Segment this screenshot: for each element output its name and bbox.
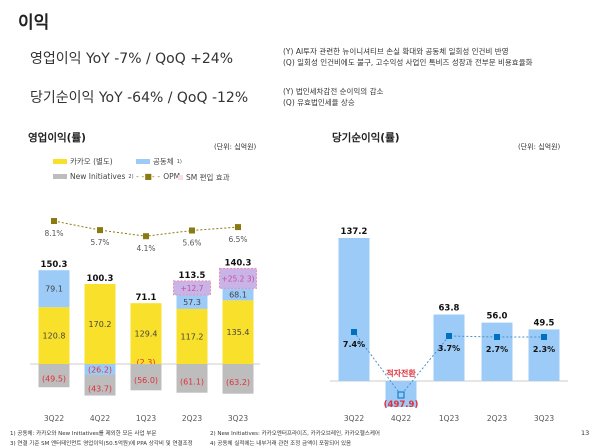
bar-kakao (38, 307, 70, 364)
label-sm-effect: +25.2 3) (221, 274, 254, 283)
label-net-income: (497.9) (384, 400, 419, 410)
bar-sm-effect (219, 267, 257, 289)
opm-label: 5.6% (182, 239, 201, 248)
label-net-income: 49.5 (534, 318, 555, 328)
bar-affiliates (176, 294, 208, 309)
opm-label: 6.5% (228, 235, 247, 244)
label-kakao: 117.2 (181, 332, 204, 341)
legend-affiliates: 공동체 1) (136, 156, 182, 167)
margin-marker (446, 333, 452, 339)
x-tick-label: 3Q22 (44, 414, 64, 423)
footnote: 2) New Initiatives: 카카오엔터프라이즈, 카카오브레인, 카… (210, 431, 380, 437)
op-chart-title: 영업이익(률) (28, 132, 86, 144)
ni-chart-unit: (단위: 십억원) (518, 143, 561, 151)
label-new-initiatives: (56.0) (134, 376, 158, 385)
opm-marker (97, 227, 103, 234)
x-tick-label: 1Q23 (136, 414, 156, 423)
headline-note: (Y) AI투자 관련한 뉴이니셔티브 손실 확대와 공동체 일회성 인건비 반… (283, 47, 509, 56)
label-kakao: 135.4 (227, 328, 250, 337)
x-tick-label: 4Q22 (90, 414, 110, 423)
legend-new-initiatives: New Initiatives 2) (53, 172, 134, 181)
opm-label: 4.1% (136, 244, 155, 253)
x-tick-label: 4Q22 (391, 414, 411, 423)
label-kakao: 129.4 (135, 330, 158, 339)
label-affiliates: 68.1 (229, 290, 247, 299)
bar-net-income (338, 238, 370, 381)
label-total: 71.1 (136, 293, 157, 303)
bar-new-initiatives (176, 364, 208, 393)
margin-marker (494, 334, 500, 340)
bar-net-income (433, 314, 465, 381)
label-new-initiatives: (43.7) (88, 384, 112, 393)
label-net-income: 56.0 (487, 312, 508, 322)
bar-new-initiatives (38, 364, 70, 388)
opm-marker (51, 218, 57, 224)
bar-kakao (222, 300, 254, 364)
opm-marker (143, 233, 149, 240)
page-title: 이익 (18, 13, 50, 33)
label-new-initiatives: (61.1) (180, 377, 204, 386)
footnote: 4) 공동체 실적에는 내부거래 관련 조정 금액이 포함되어 있음 (210, 441, 352, 447)
bar-sm-effect (173, 280, 211, 296)
legend-kakao: 카카오 (별도) (53, 156, 113, 167)
label-total: 113.5 (179, 271, 206, 281)
label-new-initiatives: (63.2) (226, 378, 250, 387)
label-affiliates: 79.1 (45, 285, 63, 294)
op-chart-unit: (단위: 십억원) (214, 143, 257, 151)
margin-marker (541, 334, 547, 340)
margin-label: 7.4% (343, 340, 365, 349)
label-net-income: 137.2 (341, 227, 368, 237)
x-tick-label: 1Q23 (439, 414, 459, 423)
label-affiliates: (26.2) (88, 366, 112, 375)
x-tick-label: 2Q23 (182, 414, 202, 423)
x-tick-label: 2Q23 (487, 414, 507, 423)
label-sm-effect: +12.7 (181, 284, 204, 293)
page-number: 13 (581, 429, 590, 437)
margin-marker (397, 391, 405, 399)
bar-new-initiatives (84, 375, 116, 396)
opm-label: 8.1% (44, 229, 63, 238)
margin-line (353, 331, 544, 396)
bar-net-income (481, 322, 513, 381)
x-tick-label: 3Q23 (534, 414, 554, 423)
opm-marker (189, 227, 195, 234)
headline-net-income: 당기순이익 YoY -64% / QoQ -12% (30, 90, 249, 106)
label-total: 150.3 (41, 260, 68, 270)
bar-kakao (176, 308, 208, 364)
margin-label: 2.3% (533, 345, 555, 354)
footnote: 1) 공동체: 카카오와 New Initiatives를 제외한 모든 사업 … (10, 431, 157, 437)
opm-label: 5.7% (90, 238, 109, 247)
bar-kakao (130, 303, 162, 364)
bar-new-initiatives (222, 364, 254, 394)
legend-sm-effect: SM 편입 효과 (178, 172, 230, 183)
bar-affiliates (222, 288, 254, 301)
headline-note: (Q) 일회성 인건비에도 불구, 고수익성 사업인 톡비즈 성장과 전부문 비… (283, 58, 533, 67)
label-affiliates: 57.3 (183, 298, 201, 307)
margin-label: 2.7% (486, 345, 508, 354)
bar-affiliates (84, 364, 116, 375)
bar-kakao (84, 284, 116, 364)
label-kakao: 120.8 (43, 332, 66, 341)
opm-marker (235, 224, 241, 231)
bar-affiliates (38, 270, 70, 308)
legend-opm: - -■- - OPM (136, 172, 181, 181)
ni-chart-title: 당기순이익(률) (332, 132, 400, 144)
label-kakao: 170.2 (89, 320, 112, 329)
x-tick-label: 3Q22 (344, 414, 364, 423)
label-affiliates: (2.3) (137, 358, 156, 367)
annotation-deficit: 적자전환 (386, 368, 416, 378)
bar-new-initiatives (130, 364, 162, 391)
label-total: 100.3 (87, 274, 114, 284)
margin-marker (351, 329, 357, 335)
margin-label: 3.7% (438, 344, 460, 353)
x-tick-label: 3Q23 (228, 414, 248, 423)
headline-note: (Y) 법인세차감전 순이익의 감소 (283, 87, 384, 96)
headline-operating-profit: 영업이익 YoY -7% / QoQ +24% (30, 51, 234, 67)
label-new-initiatives: (49.5) (42, 375, 66, 384)
headline-note: (Q) 유효법인세율 상승 (283, 98, 355, 107)
label-net-income: 63.8 (439, 304, 460, 314)
label-total: 140.3 (225, 258, 252, 268)
footnote: 3) 연결 기준 SM 엔터테인먼트 영업이익(50.5억원)에 PPA 상각비… (10, 441, 193, 447)
